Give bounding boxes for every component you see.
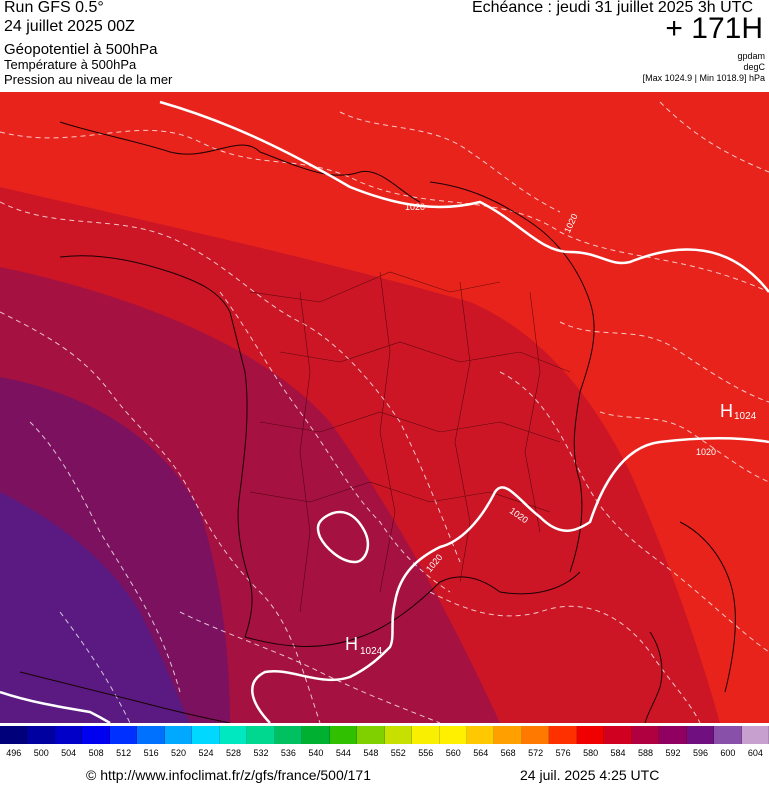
forecast-label: Echéance : jeudi 31 juillet 2025 3h UTC — [471, 0, 753, 16]
colorbar-label: 564 — [473, 748, 489, 758]
unit-temperature: degC — [743, 62, 765, 72]
band-600 — [0, 492, 190, 723]
colorbar-cell — [27, 726, 55, 744]
colorbar-label: 516 — [143, 748, 159, 758]
footer-timestamp: 24 juil. 2025 4:25 UTC — [520, 767, 660, 783]
colorbar-label: 528 — [225, 748, 241, 758]
colorbar-label: 508 — [88, 748, 104, 758]
colorbar-label: 580 — [583, 748, 599, 758]
high-pressure-value: 1024 — [734, 411, 757, 422]
run-title: Run GFS 0.5° — [4, 0, 104, 16]
layer-pressure: Pression au niveau de la mer — [4, 72, 173, 87]
colorbar-cell — [576, 726, 605, 744]
colorbar-label: 544 — [335, 748, 351, 758]
colorbar-label: 592 — [665, 748, 681, 758]
colorbar-label: 512 — [116, 748, 132, 758]
forecast-hour: + 171H — [665, 12, 763, 45]
isobar-label: 1020 — [405, 202, 425, 212]
colorbar-label: 584 — [610, 748, 626, 758]
colorbar-label: 548 — [363, 748, 379, 758]
colorbar-cell — [659, 726, 687, 744]
colorbar-cell — [329, 726, 358, 744]
colorbar-cell — [631, 726, 660, 744]
colorbar-label: 504 — [61, 748, 77, 758]
colorbar-label: 520 — [171, 748, 187, 758]
colorbar-label: 604 — [747, 748, 763, 758]
layer-geopotential: Géopotentiel à 500hPa — [4, 41, 158, 58]
colorbar-cell — [219, 726, 248, 744]
colorbar-cell — [192, 726, 220, 744]
high-pressure-value: 1024 — [360, 646, 383, 657]
layer-temperature: Température à 500hPa — [4, 57, 137, 72]
colorbar-label: 572 — [528, 748, 544, 758]
isobars — [0, 100, 769, 723]
colorbar-label: 556 — [418, 748, 434, 758]
colorbar-cell — [494, 726, 522, 744]
colorbar-cell — [439, 726, 467, 744]
colorbar-label: 552 — [390, 748, 406, 758]
colorbar-labels: 496 500 504 508 512 516 520 524 528 532 536 540 544 5… — [0, 748, 769, 760]
colorbar-cell — [686, 726, 715, 744]
colorbar-cell — [274, 726, 303, 744]
colorbar-label: 500 — [33, 748, 49, 758]
weather-map: 1020 1020 1020 1020 1020 H 1024 H 1024 — [0, 92, 769, 723]
colorbar-label: 596 — [692, 748, 708, 758]
run-date: 24 juillet 2025 00Z — [4, 18, 135, 35]
colorbar-label: 588 — [638, 748, 654, 758]
isobar-corner — [0, 690, 111, 723]
high-pressure-symbol: H — [345, 634, 358, 654]
colorbar-cell — [521, 726, 550, 744]
colorbar-cell — [412, 726, 440, 744]
region-borders — [249, 271, 571, 613]
colorbar-cell — [109, 726, 138, 744]
colorbar-cell — [714, 726, 742, 744]
colorbar-cell — [357, 726, 385, 744]
colorbar-label: 524 — [198, 748, 214, 758]
colorbar-label: 540 — [308, 748, 324, 758]
coastlines — [19, 121, 736, 723]
colorbar-cell — [549, 726, 577, 744]
colorbar-cell — [302, 726, 330, 744]
pressure-minmax: [Max 1024.9 | Min 1018.9] hPa — [642, 73, 765, 83]
colorbar-label: 600 — [720, 748, 736, 758]
colorbar — [0, 726, 769, 744]
colorbar-cell — [384, 726, 413, 744]
footer-url[interactable]: © http://www.infoclimat.fr/z/gfs/france/… — [86, 767, 371, 783]
colorbar-cell — [0, 726, 28, 744]
isobar-label: 1020 — [696, 447, 716, 457]
isotherms — [0, 101, 769, 723]
isobar-north — [159, 100, 769, 293]
colorbar-label: 568 — [500, 748, 516, 758]
isobar-closed — [316, 510, 370, 564]
high-pressure-symbol: H — [720, 401, 733, 421]
colorbar-cell — [137, 726, 165, 744]
colorbar-label: 536 — [280, 748, 296, 758]
unit-geopotential: gpdam — [737, 51, 765, 61]
colorbar-label: 532 — [253, 748, 269, 758]
colorbar-label: 560 — [445, 748, 461, 758]
colorbar-cell — [466, 726, 495, 744]
colorbar-cell — [741, 726, 769, 744]
colorbar-cell — [54, 726, 83, 744]
colorbar-label: 496 — [6, 748, 22, 758]
isobar-south — [251, 437, 769, 723]
colorbar-label: 576 — [555, 748, 571, 758]
colorbar-cell — [82, 726, 110, 744]
colorbar-cell — [604, 726, 632, 744]
colorbar-cell — [164, 726, 193, 744]
colorbar-cell — [247, 726, 275, 744]
